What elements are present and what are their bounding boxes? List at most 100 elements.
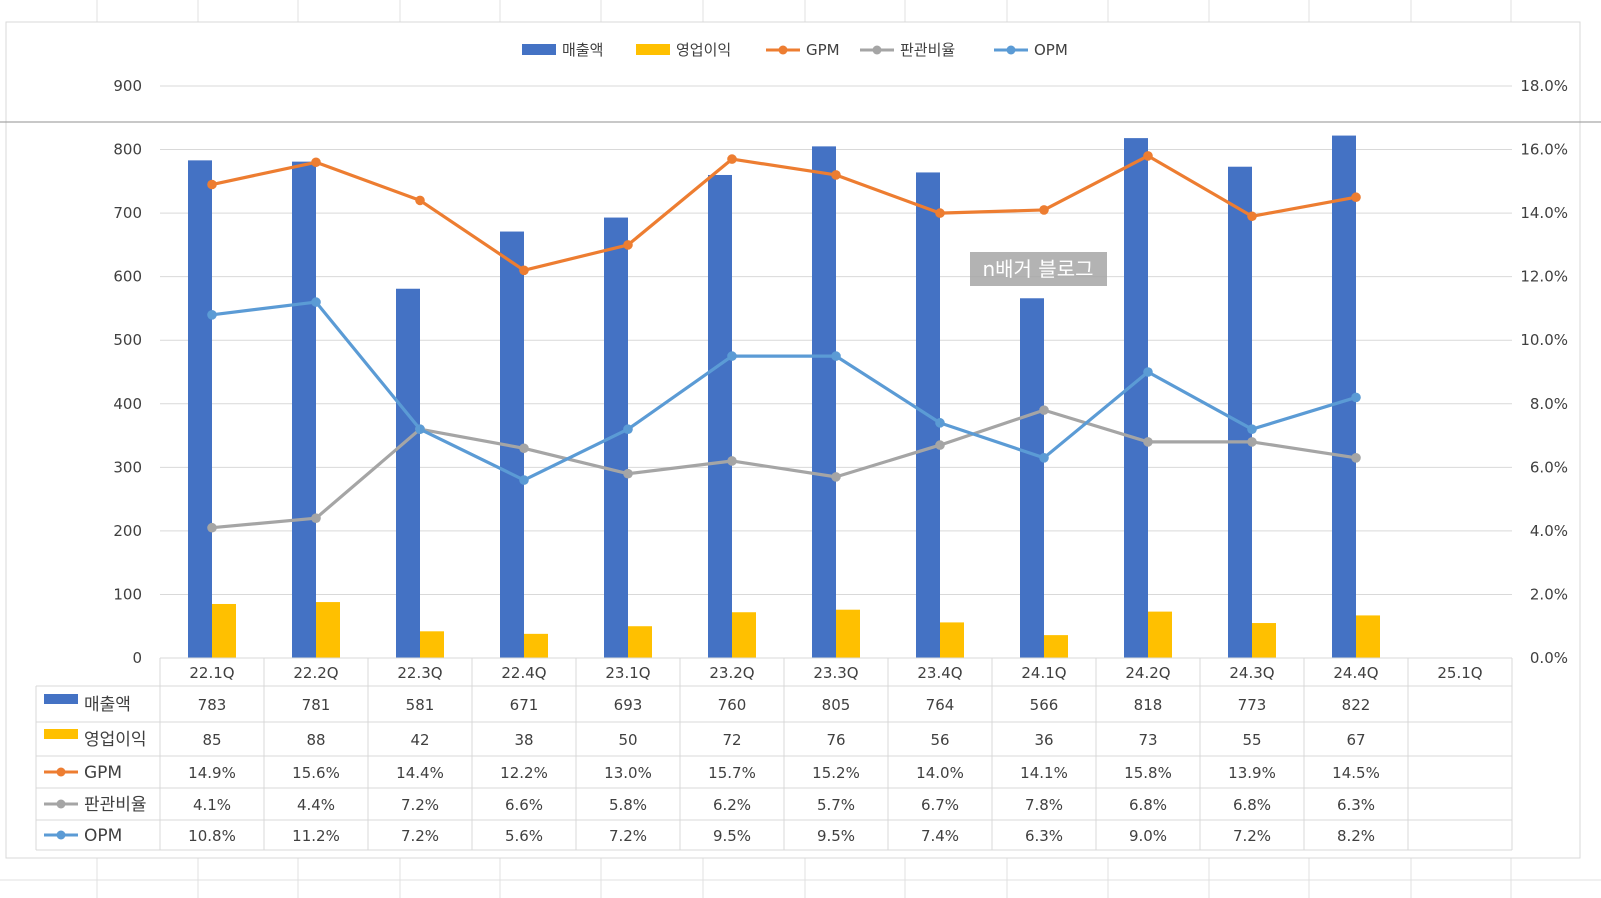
- legend-item-op_income[interactable]: 영업이익: [636, 41, 731, 59]
- table-cell-sga: 6.6%: [505, 796, 543, 814]
- table-cell-gpm: 15.8%: [1124, 764, 1172, 782]
- point-sga[interactable]: [1039, 405, 1049, 415]
- bar-op_income[interactable]: [1044, 635, 1068, 658]
- bar-revenue[interactable]: [396, 288, 420, 658]
- bar-op_income[interactable]: [628, 626, 652, 658]
- bar-op_income[interactable]: [732, 612, 756, 658]
- table-cell-gpm: 14.9%: [188, 764, 236, 782]
- table-cell-sga: 6.3%: [1337, 796, 1375, 814]
- line-series-sga[interactable]: [207, 405, 1361, 533]
- point-opm[interactable]: [623, 424, 633, 435]
- point-sga[interactable]: [1351, 453, 1361, 463]
- line-gpm[interactable]: [211, 154, 1357, 272]
- bar-op_income[interactable]: [1252, 623, 1276, 658]
- line-sga[interactable]: [211, 408, 1357, 530]
- point-gpm[interactable]: [831, 170, 841, 180]
- left-tick-label: 0: [132, 649, 142, 667]
- legend-marker-gpm: [778, 45, 788, 55]
- left-tick-label: 800: [113, 141, 142, 159]
- point-gpm[interactable]: [415, 195, 425, 206]
- legend-label-op_income: 영업이익: [676, 41, 731, 59]
- point-opm[interactable]: [311, 297, 321, 307]
- point-gpm[interactable]: [311, 157, 321, 168]
- point-gpm[interactable]: [935, 208, 945, 218]
- bar-revenue[interactable]: [292, 161, 316, 658]
- bar-revenue[interactable]: [1124, 138, 1148, 659]
- point-sga[interactable]: [311, 513, 321, 523]
- point-sga[interactable]: [831, 472, 841, 482]
- point-gpm[interactable]: [1247, 211, 1257, 222]
- bar-op_income[interactable]: [420, 631, 444, 658]
- point-opm[interactable]: [831, 351, 841, 361]
- bar-op_income[interactable]: [940, 622, 964, 658]
- left-tick-label: 600: [113, 268, 142, 286]
- table-cell-revenue: 783: [198, 696, 227, 714]
- point-gpm[interactable]: [519, 265, 529, 276]
- bar-op_income[interactable]: [212, 603, 236, 658]
- legend-item-sga[interactable]: 판관비율: [860, 41, 955, 59]
- legend[interactable]: 매출액 영업이익 GPM 판관비율 OPM: [522, 41, 1068, 59]
- right-tick-label: 16.0%: [1520, 141, 1568, 159]
- point-gpm[interactable]: [1143, 151, 1153, 161]
- point-gpm[interactable]: [1351, 192, 1361, 203]
- bar-series-revenue[interactable]: [188, 135, 1356, 659]
- point-opm[interactable]: [727, 351, 737, 361]
- point-gpm[interactable]: [207, 179, 217, 190]
- bar-revenue[interactable]: [1020, 298, 1044, 658]
- point-opm[interactable]: [415, 424, 425, 435]
- bar-series[interactable]: [188, 135, 1380, 659]
- point-sga[interactable]: [1247, 437, 1257, 447]
- table-cell-sga: 7.8%: [1025, 796, 1063, 814]
- bar-revenue[interactable]: [1228, 166, 1252, 658]
- bar-op_income[interactable]: [524, 633, 548, 658]
- bar-revenue[interactable]: [812, 146, 836, 658]
- table-cell-sga: 6.8%: [1233, 796, 1271, 814]
- right-tick-label: 2.0%: [1530, 585, 1568, 603]
- point-sga[interactable]: [727, 456, 737, 466]
- point-opm[interactable]: [1247, 424, 1257, 435]
- bar-op_income[interactable]: [1148, 611, 1172, 658]
- point-sga[interactable]: [935, 440, 945, 450]
- point-opm[interactable]: [1039, 453, 1049, 463]
- point-sga[interactable]: [623, 468, 633, 479]
- point-opm[interactable]: [207, 310, 217, 320]
- bar-op_income[interactable]: [1356, 615, 1380, 658]
- point-opm[interactable]: [519, 475, 529, 485]
- bar-revenue[interactable]: [188, 160, 212, 659]
- table-cell-revenue: 566: [1030, 696, 1059, 714]
- table-cell-sga: 6.8%: [1129, 796, 1167, 814]
- point-opm[interactable]: [1351, 392, 1361, 403]
- point-sga[interactable]: [1143, 437, 1153, 447]
- point-sga[interactable]: [519, 443, 529, 454]
- bar-revenue[interactable]: [708, 174, 732, 658]
- right-tick-label: 4.0%: [1530, 522, 1568, 540]
- point-gpm[interactable]: [727, 154, 737, 164]
- table-cell-op_income: 36: [1034, 731, 1053, 749]
- table-cell-revenue: 773: [1238, 696, 1267, 714]
- category-label: 22.3Q: [397, 664, 442, 682]
- table-marker-sga: [56, 799, 66, 809]
- line-opm[interactable]: [211, 300, 1357, 482]
- table-cell-opm: 7.2%: [1233, 827, 1271, 845]
- category-label: 23.3Q: [813, 664, 858, 682]
- point-sga[interactable]: [207, 522, 217, 533]
- bar-op_income[interactable]: [836, 609, 860, 658]
- point-gpm[interactable]: [623, 240, 633, 250]
- line-series-opm[interactable]: [207, 297, 1361, 485]
- legend-item-gpm[interactable]: GPM: [766, 41, 840, 59]
- point-opm[interactable]: [1143, 367, 1153, 377]
- legend-label-gpm: GPM: [806, 41, 840, 59]
- line-series-gpm[interactable]: [207, 151, 1361, 276]
- line-series[interactable]: [207, 151, 1361, 533]
- legend-item-revenue[interactable]: 매출액: [522, 41, 603, 59]
- watermark: n배거 블로그: [970, 252, 1107, 286]
- chart-area[interactable]: [5, 21, 1581, 859]
- table-cell-sga: 5.8%: [609, 796, 647, 814]
- point-gpm[interactable]: [1039, 205, 1049, 215]
- legend-item-opm[interactable]: OPM: [994, 41, 1068, 59]
- bar-series-op_income[interactable]: [212, 602, 1380, 658]
- table-cell-opm: 11.2%: [292, 827, 340, 845]
- point-opm[interactable]: [935, 418, 945, 428]
- left-axis-ticks: 0 100 200 300 400 500 600 700 800 900: [113, 77, 142, 667]
- bar-op_income[interactable]: [316, 602, 340, 658]
